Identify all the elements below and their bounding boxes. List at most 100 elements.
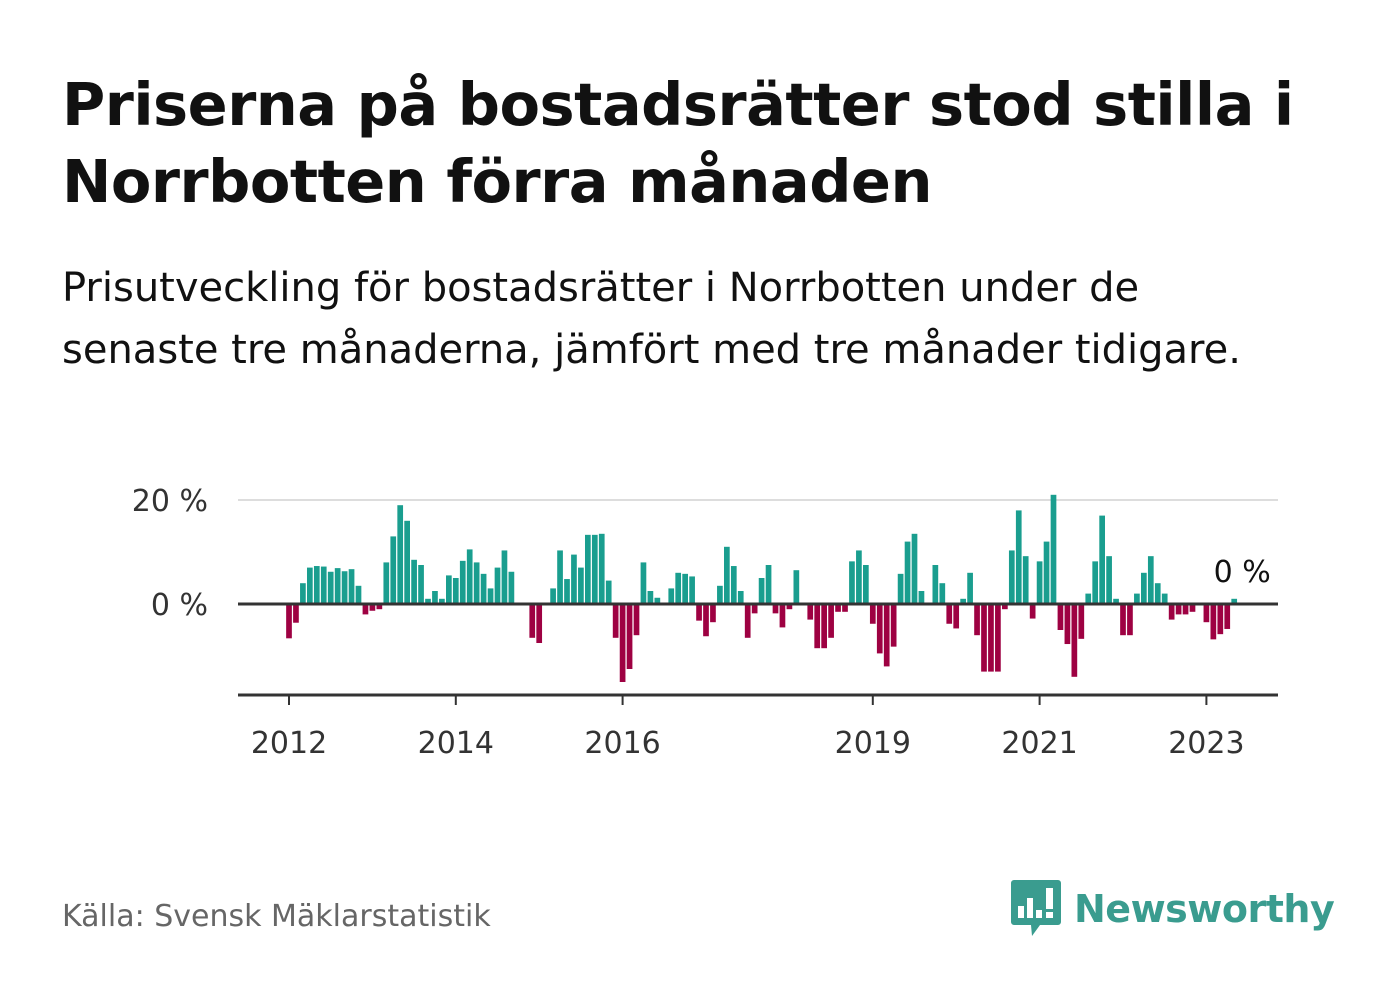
bar xyxy=(557,550,563,604)
x-tick-label: 2019 xyxy=(835,726,911,761)
bar xyxy=(1029,604,1036,619)
y-tick-label: 0 % xyxy=(151,588,208,623)
source-note: Källa: Svensk Mäklarstatistik xyxy=(62,899,491,934)
bar xyxy=(647,591,654,604)
bar xyxy=(730,566,737,604)
x-tick-label: 2023 xyxy=(1168,726,1244,761)
bar xyxy=(779,604,786,628)
bar xyxy=(619,604,626,682)
bar xyxy=(425,598,431,604)
bar xyxy=(939,583,946,604)
bar xyxy=(313,566,320,604)
bar xyxy=(473,562,480,604)
bar xyxy=(807,604,814,620)
bar xyxy=(432,591,438,604)
bar xyxy=(668,588,675,604)
bar xyxy=(946,604,953,624)
bar xyxy=(744,604,751,638)
bar xyxy=(1127,604,1133,636)
bar xyxy=(1015,510,1022,604)
y-tick-label: 20 % xyxy=(132,484,208,519)
bar xyxy=(1161,593,1168,604)
bar xyxy=(480,573,487,604)
bar xyxy=(1071,604,1078,677)
bar xyxy=(1210,604,1217,640)
bar xyxy=(585,534,591,604)
bar xyxy=(1092,561,1099,604)
bar xyxy=(1036,561,1043,604)
bar xyxy=(1120,604,1126,636)
bar xyxy=(772,604,779,614)
bar xyxy=(1189,604,1196,612)
bar xyxy=(418,565,424,604)
bar xyxy=(911,533,918,604)
bar xyxy=(348,569,355,604)
bar xyxy=(904,541,911,604)
bar xyxy=(1224,604,1231,629)
bar xyxy=(626,604,633,669)
bar xyxy=(376,604,383,610)
bar xyxy=(1106,556,1112,604)
bar xyxy=(355,585,362,604)
bar xyxy=(793,570,800,604)
bar xyxy=(307,567,313,604)
bar xyxy=(1085,593,1092,604)
bar xyxy=(383,562,390,604)
bar xyxy=(981,604,987,672)
bar xyxy=(452,578,459,604)
bar xyxy=(988,604,994,672)
bar xyxy=(890,604,897,647)
bar xyxy=(459,560,466,604)
axis-labels: 20 % 0 % 2012 2014 2016 2019 2021 2023 0 % xyxy=(132,484,1271,761)
bar xyxy=(849,561,855,604)
bar xyxy=(327,571,334,604)
bar xyxy=(397,505,404,604)
bar xyxy=(1147,556,1154,604)
bar xyxy=(300,583,306,604)
bar xyxy=(487,588,494,604)
bar xyxy=(1022,556,1029,604)
bar xyxy=(724,546,730,604)
bar xyxy=(1231,598,1238,604)
bar xyxy=(1203,604,1210,623)
x-tick-label: 2016 xyxy=(584,726,660,761)
bar xyxy=(821,604,827,649)
bar xyxy=(1134,593,1140,604)
bar xyxy=(591,534,598,604)
bar xyxy=(1217,604,1224,635)
x-tick-label: 2021 xyxy=(1001,726,1077,761)
last-value-label: 0 % xyxy=(1214,555,1271,590)
bar xyxy=(286,604,292,639)
bar xyxy=(564,579,570,604)
bar xyxy=(1175,604,1182,615)
bar xyxy=(1008,550,1015,604)
bar xyxy=(932,565,939,604)
bar xyxy=(1099,515,1105,604)
bar xyxy=(856,550,862,604)
bar xyxy=(1050,494,1057,604)
bar xyxy=(1078,604,1085,639)
bars xyxy=(286,494,1238,682)
bar xyxy=(598,533,605,604)
bar xyxy=(508,571,515,604)
bar xyxy=(1064,604,1071,645)
bar xyxy=(953,604,960,629)
chart-title: Priserna på bostadsrätter stod stilla i … xyxy=(62,70,1294,216)
bar xyxy=(751,604,758,614)
bar xyxy=(1043,541,1050,604)
bar xyxy=(446,575,452,604)
bar xyxy=(501,550,508,604)
bar-chart: 20 % 0 % 2012 2014 2016 2019 2021 2023 0 % xyxy=(132,484,1278,761)
bar xyxy=(828,604,834,638)
bar xyxy=(765,565,772,604)
bar xyxy=(995,604,1001,672)
bar xyxy=(411,559,417,604)
bar xyxy=(689,576,695,604)
bar xyxy=(835,604,841,612)
bar xyxy=(897,573,904,604)
bar xyxy=(466,549,473,604)
bar xyxy=(814,604,821,649)
bar xyxy=(654,597,661,604)
bar xyxy=(1057,604,1064,630)
bar xyxy=(494,567,501,604)
